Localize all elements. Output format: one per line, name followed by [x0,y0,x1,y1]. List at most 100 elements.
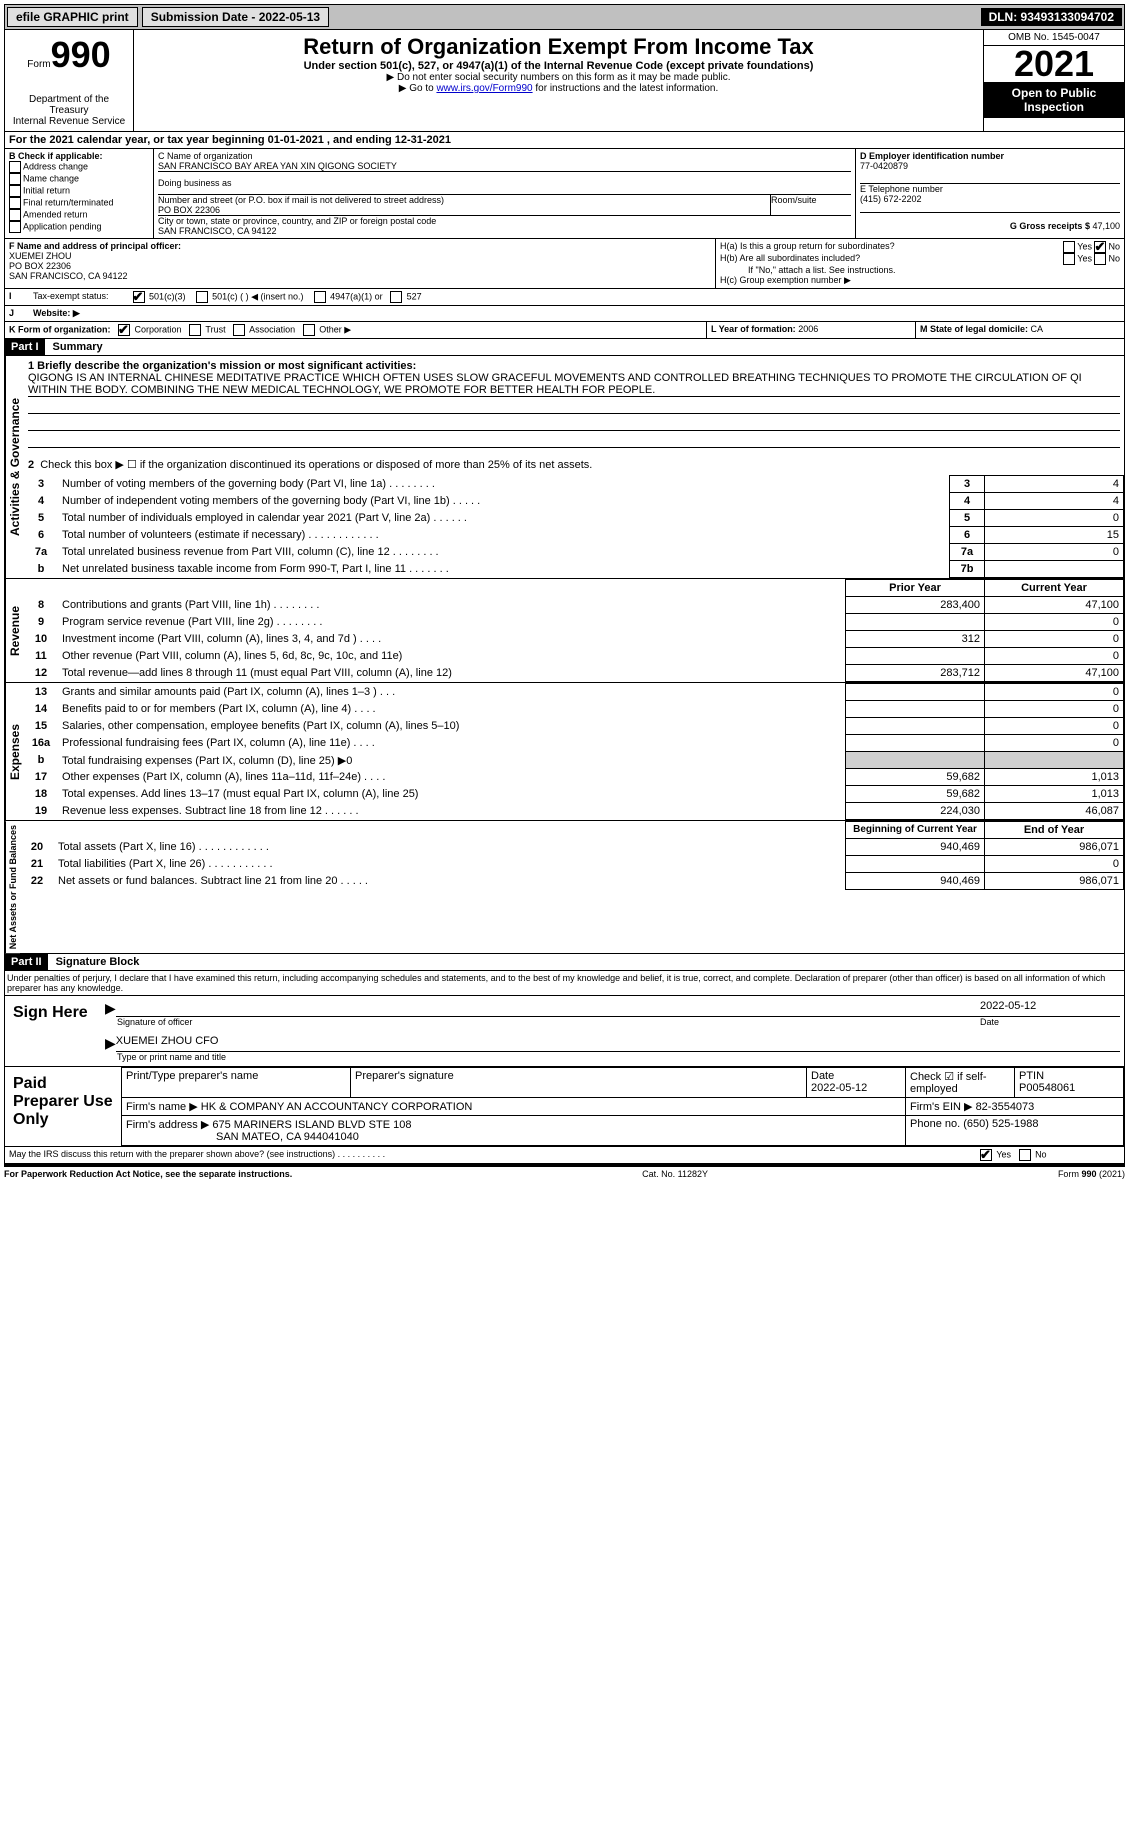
chk-amended[interactable]: Amended return [9,209,149,221]
ha-label: H(a) Is this a group return for subordin… [720,241,895,253]
room-label: Room/suite [771,195,851,215]
line-a-row: For the 2021 calendar year, or tax year … [4,132,1125,149]
discuss-row: May the IRS discuss this return with the… [4,1147,1125,1164]
prep-sig-h: Preparer's signature [351,1068,807,1098]
table-row: 9 Program service revenue (Part VIII, li… [24,614,1124,631]
website-row: J Website: ▶ [4,306,1125,322]
box-f: F Name and address of principal officer:… [5,239,716,288]
table-row: 5 Total number of individuals employed i… [24,510,1124,527]
gov-table: 3 Number of voting members of the govern… [24,475,1124,578]
dln-label: DLN: 93493133094702 [981,8,1122,26]
box-h: H(a) Is this a group return for subordin… [716,239,1124,288]
chk-pending[interactable]: Application pending [9,221,149,233]
chk-501c[interactable] [196,291,208,303]
ssn-note: ▶ Do not enter social security numbers o… [138,72,979,83]
officer-addr: PO BOX 22306 [9,261,711,271]
ha-answers: Yes No [1063,241,1120,253]
dba-label: Doing business as [158,178,851,188]
part2-tag: Part II [5,954,48,970]
sign-here-label: Sign Here [5,996,101,1066]
firm-ein: 82-3554073 [976,1101,1035,1113]
table-row: 16a Professional fundraising fees (Part … [24,735,1124,752]
instructions-note: ▶ Go to www.irs.gov/Form990 for instruct… [138,83,979,94]
form-number-block: Form990 Department of the Treasury Inter… [5,30,134,131]
box-b-title: B Check if applicable: [9,151,149,161]
submission-date-button[interactable]: Submission Date - 2022-05-13 [142,7,329,27]
penalty-text: Under penalties of perjury, I declare th… [4,971,1125,996]
prep-name-h: Print/Type preparer's name [122,1068,351,1098]
chk-trust[interactable] [189,324,201,336]
gross-label: G Gross receipts $ [1010,221,1090,231]
discuss-no[interactable] [1019,1149,1031,1161]
print-name-label: Type or print name and title [105,1052,1120,1062]
table-row: b Net unrelated business taxable income … [24,561,1124,578]
mission-label: 1 Briefly describe the organization's mi… [28,360,1120,372]
org-name-label: C Name of organization [158,151,851,161]
discuss-text: May the IRS discuss this return with the… [5,1147,976,1163]
table-row: 6 Total number of volunteers (estimate i… [24,527,1124,544]
line2-text: Check this box ▶ ☐ if the organization d… [40,459,592,471]
chk-527[interactable] [390,291,402,303]
rev-table: Prior Year Current Year 8 Contributions … [24,579,1124,682]
table-row: 18 Total expenses. Add lines 13–17 (must… [24,786,1124,803]
mission-text: QIGONG IS AN INTERNAL CHINESE MEDITATIVE… [28,372,1120,396]
chk-other[interactable] [303,324,315,336]
chk-address[interactable]: Address change [9,161,149,173]
gross-value: 47,100 [1092,221,1120,231]
addr-label: Number and street (or P.O. box if mail i… [158,195,770,205]
form-prefix: Form [27,59,50,70]
gov-label: Activities & Governance [5,356,24,578]
chk-assoc[interactable] [233,324,245,336]
page-footer: For Paperwork Reduction Act Notice, see … [4,1166,1125,1179]
sig-line[interactable] [116,1000,972,1017]
footer-left: For Paperwork Reduction Act Notice, see … [4,1169,292,1179]
ein-label: D Employer identification number [860,151,1120,161]
table-row: 11 Other revenue (Part VIII, column (A),… [24,648,1124,665]
city-label: City or town, state or province, country… [158,216,851,226]
box-right: D Employer identification number 77-0420… [856,149,1124,238]
chk-501c3[interactable] [133,291,145,303]
note-pre: ▶ Go to [399,83,437,94]
box-b: B Check if applicable: Address change Na… [5,149,154,238]
part1-tag: Part I [5,339,45,355]
table-row: 3 Number of voting members of the govern… [24,476,1124,493]
part1-header: Part I Summary [4,339,1125,356]
form-header: Form990 Department of the Treasury Inter… [4,30,1125,132]
officer-city: SAN FRANCISCO, CA 94122 [9,271,711,281]
tax-status-label: Tax-exempt status: [29,289,113,305]
box-k: K Form of organization: Corporation Trus… [5,322,707,338]
table-row: 12 Total revenue—add lines 8 through 11 … [24,665,1124,682]
org-name: SAN FRANCISCO BAY AREA YAN XIN QIGONG SO… [158,161,851,171]
irs-link[interactable]: www.irs.gov/Form990 [436,83,532,94]
efile-label: efile GRAPHIC print [7,7,138,27]
preparer-table: Print/Type preparer's name Preparer's si… [121,1067,1124,1146]
mission-underline [28,396,1120,397]
chk-initial[interactable]: Initial return [9,185,149,197]
box-m: M State of legal domicile: CA [916,322,1124,338]
net-section: Net Assets or Fund Balances Beginning of… [4,821,1125,954]
officer-group-row: F Name and address of principal officer:… [4,239,1125,289]
table-row: 17 Other expenses (Part IX, column (A), … [24,769,1124,786]
net-label: Net Assets or Fund Balances [5,821,20,953]
box-l: L Year of formation: 2006 [707,322,916,338]
table-row: 8 Contributions and grants (Part VIII, l… [24,597,1124,614]
top-toolbar: efile GRAPHIC print Submission Date - 20… [4,4,1125,30]
chk-corp[interactable] [118,324,130,336]
chk-final[interactable]: Final return/terminated [9,197,149,209]
table-row: 22 Net assets or fund balances. Subtract… [20,873,1124,890]
firm-phone: (650) 525-1988 [963,1118,1038,1130]
tax-period: For the 2021 calendar year, or tax year … [5,132,1124,148]
table-row: 10 Investment income (Part VIII, column … [24,631,1124,648]
discuss-yes[interactable] [980,1149,992,1161]
self-emp[interactable]: Check ☑ if self-employed [906,1068,1015,1098]
table-row: 4 Number of independent voting members o… [24,493,1124,510]
chk-name[interactable]: Name change [9,173,149,185]
chk-4947[interactable] [314,291,326,303]
phone-value: (415) 672-2202 [860,194,1120,204]
form-org-row: K Form of organization: Corporation Trus… [4,322,1125,339]
revenue-section: Revenue Prior Year Current Year 8 Contri… [4,579,1125,683]
hc-label: H(c) Group exemption number ▶ [720,275,1120,286]
officer-name: XUEMEI ZHOU [9,251,711,261]
officer-label: F Name and address of principal officer: [9,241,711,251]
governance-section: Activities & Governance 1 Briefly descri… [4,356,1125,579]
